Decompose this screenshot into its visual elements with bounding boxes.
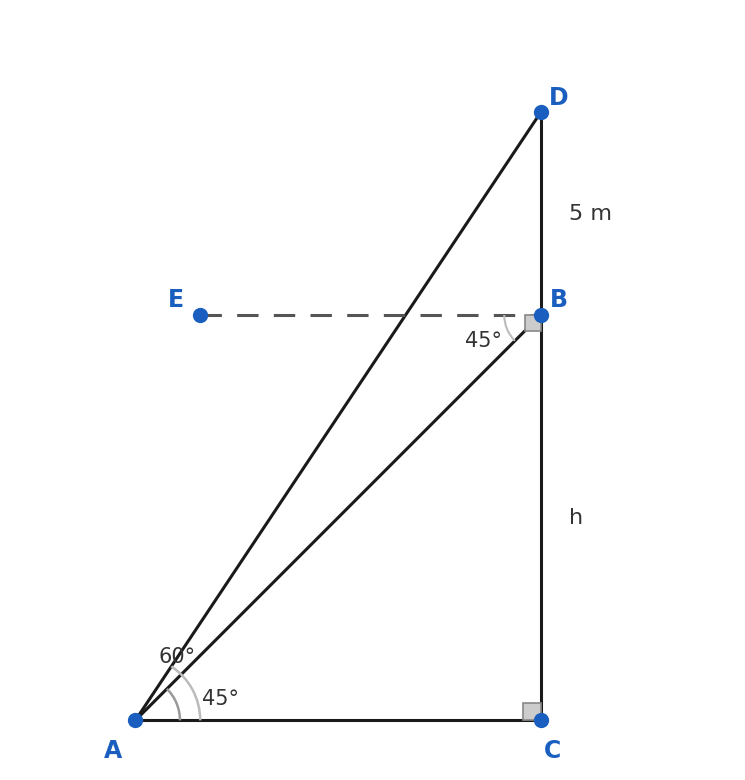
Point bbox=[535, 106, 547, 119]
Point bbox=[194, 309, 206, 321]
Bar bbox=[523, 703, 541, 721]
Point bbox=[130, 714, 142, 727]
Text: h: h bbox=[569, 508, 583, 528]
Point bbox=[535, 309, 547, 321]
Text: 60°: 60° bbox=[159, 647, 196, 667]
Text: 45°: 45° bbox=[202, 690, 239, 709]
Text: 5 m: 5 m bbox=[569, 204, 612, 224]
Text: D: D bbox=[549, 86, 568, 110]
Text: C: C bbox=[545, 739, 562, 763]
Text: E: E bbox=[168, 289, 184, 313]
Point bbox=[535, 714, 547, 727]
Text: A: A bbox=[104, 739, 121, 763]
Text: 45°: 45° bbox=[466, 331, 502, 351]
Bar bbox=[524, 315, 541, 332]
Text: B: B bbox=[550, 289, 568, 313]
